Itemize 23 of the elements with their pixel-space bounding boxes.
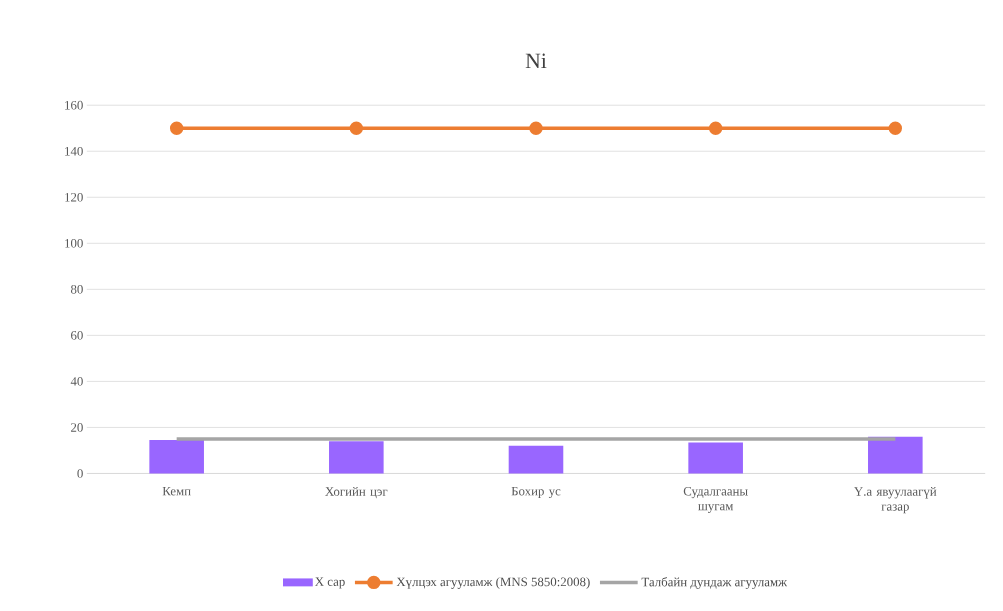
y-tick-label: 40	[70, 376, 83, 386]
chart-title: Ni	[525, 53, 547, 68]
bar	[149, 439, 204, 474]
y-tick-label: 100	[65, 238, 83, 248]
legend-label: Х сар	[315, 577, 345, 589]
y-tick-label: 20	[71, 422, 83, 432]
bar	[508, 445, 564, 474]
x-tick-label: Кемп	[162, 486, 191, 496]
y-tick-label: 60	[71, 330, 83, 340]
x-tick-label: Ү.а явуулаагүй газар	[854, 486, 937, 514]
y-tick-label: 80	[70, 284, 83, 294]
x-tick-label: Судалгааны шугам	[683, 486, 748, 513]
x-tick-label: Хогийн цэг	[325, 486, 388, 498]
bar	[688, 442, 743, 474]
bar	[868, 436, 923, 474]
legend-label: Хүлцэх агууламж (MNS 5850:2008)	[396, 576, 590, 589]
legend-label: Талбайн дундаж агууламж	[641, 576, 788, 589]
y-tick-label: 120	[65, 192, 83, 202]
x-tick-label: Бохир ус	[511, 486, 561, 498]
y-tick-label: 0	[77, 468, 83, 478]
y-tick-label: 140	[65, 146, 83, 156]
bar	[329, 441, 384, 474]
y-tick-label: 160	[65, 100, 83, 110]
